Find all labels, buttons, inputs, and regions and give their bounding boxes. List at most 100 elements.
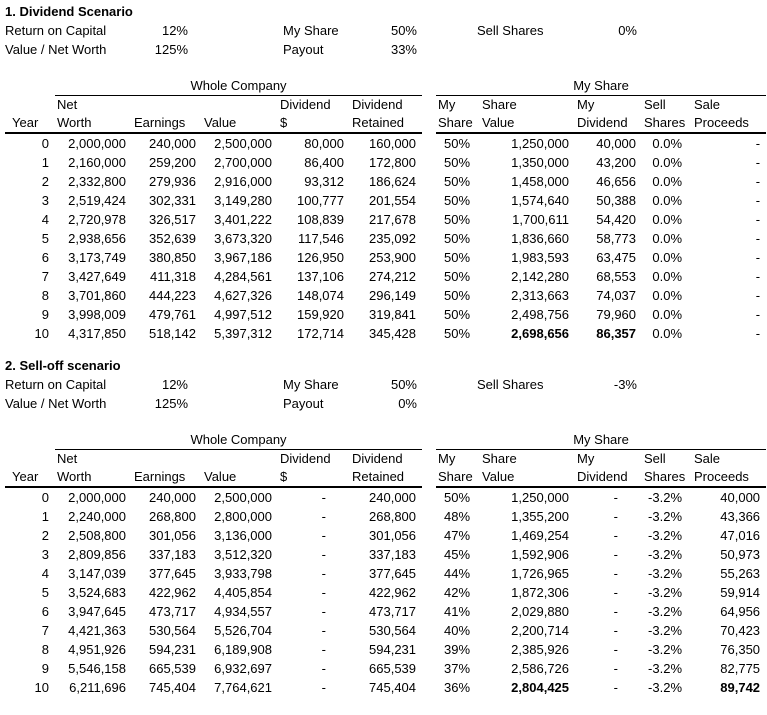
cell-earnings[interactable]: 268,800 xyxy=(149,509,196,524)
cell-sell-shares-pct[interactable]: -3.2% xyxy=(648,490,683,505)
cell-year[interactable]: 3 xyxy=(41,547,49,562)
cell-earnings[interactable]: 352,639 xyxy=(149,231,196,246)
cell-year[interactable]: 2 xyxy=(41,528,49,543)
cell-sell-shares-pct[interactable]: 0.0% xyxy=(652,250,683,265)
cell-my-dividend[interactable]: 50,388 xyxy=(596,193,637,208)
cell-sell-shares-pct[interactable]: 0.0% xyxy=(652,269,683,284)
cell-dividend-usd[interactable]: - xyxy=(321,680,326,695)
cell-earnings[interactable]: 302,331 xyxy=(149,193,196,208)
cell-net-worth[interactable]: 2,519,424 xyxy=(68,193,126,208)
cell-sale-proceeds[interactable]: - xyxy=(755,193,761,208)
cell-share-value[interactable]: 1,836,660 xyxy=(511,231,570,246)
cell-year[interactable]: 10 xyxy=(34,680,49,695)
cell-sell-shares-pct[interactable]: -3.2% xyxy=(648,528,683,543)
cell-earnings[interactable]: 240,000 xyxy=(149,136,196,151)
cell-earnings[interactable]: 665,539 xyxy=(149,661,196,676)
cell-net-worth[interactable]: 2,160,000 xyxy=(68,155,126,170)
cell-value[interactable]: 3,967,186 xyxy=(214,250,272,265)
cell-dividend-usd[interactable]: - xyxy=(321,490,326,505)
cell-share-value[interactable]: 1,469,254 xyxy=(511,528,570,543)
cell-earnings[interactable]: 518,142 xyxy=(149,326,196,341)
cell-sell-shares-pct[interactable]: -3.2% xyxy=(648,566,683,581)
cell-earnings[interactable]: 411,318 xyxy=(149,269,196,284)
cell-sell-shares-pct[interactable]: -3.2% xyxy=(648,642,683,657)
parameter-value-cell[interactable]: 12% xyxy=(161,23,188,38)
cell-dividend-retained[interactable]: 530,564 xyxy=(369,623,417,638)
cell-dividend-usd[interactable]: 100,777 xyxy=(297,193,344,208)
cell-sell-shares-pct[interactable]: -3.2% xyxy=(648,547,683,562)
cell-sell-shares-pct[interactable]: -3.2% xyxy=(648,509,683,524)
cell-year[interactable]: 8 xyxy=(41,642,49,657)
cell-sell-shares-pct[interactable]: -3.2% xyxy=(648,623,683,638)
cell-earnings[interactable]: 745,404 xyxy=(149,680,196,695)
cell-earnings[interactable]: 594,231 xyxy=(149,642,196,657)
cell-year[interactable]: 6 xyxy=(41,250,49,265)
cell-my-share-pct[interactable]: 50% xyxy=(443,250,471,265)
cell-my-dividend[interactable]: - xyxy=(613,509,619,524)
cell-my-dividend[interactable]: - xyxy=(613,623,619,638)
cell-share-value[interactable]: 1,355,200 xyxy=(511,509,570,524)
cell-year[interactable]: 9 xyxy=(41,661,49,676)
cell-net-worth[interactable]: 3,173,749 xyxy=(68,250,126,265)
cell-sell-shares-pct[interactable]: 0.0% xyxy=(652,326,683,341)
cell-my-dividend[interactable]: 40,000 xyxy=(596,136,637,151)
cell-dividend-retained[interactable]: 240,000 xyxy=(369,490,417,505)
cell-dividend-retained[interactable]: 319,841 xyxy=(369,307,417,322)
cell-sale-proceeds[interactable]: - xyxy=(755,136,761,151)
cell-earnings[interactable]: 259,200 xyxy=(149,155,196,170)
cell-sell-shares-pct[interactable]: 0.0% xyxy=(652,155,683,170)
cell-year[interactable]: 1 xyxy=(41,155,49,170)
cell-share-value[interactable]: 2,586,726 xyxy=(511,661,570,676)
cell-dividend-retained[interactable]: 186,624 xyxy=(369,174,417,189)
cell-value[interactable]: 4,934,557 xyxy=(214,604,272,619)
cell-share-value[interactable]: 2,142,280 xyxy=(511,269,570,284)
cell-share-value[interactable]: 1,458,000 xyxy=(511,174,570,189)
cell-my-share-pct[interactable]: 50% xyxy=(443,326,471,341)
cell-dividend-retained[interactable]: 594,231 xyxy=(369,642,417,657)
cell-dividend-retained[interactable]: 473,717 xyxy=(369,604,417,619)
cell-net-worth[interactable]: 2,809,856 xyxy=(68,547,126,562)
cell-dividend-usd[interactable]: - xyxy=(321,642,326,657)
cell-earnings[interactable]: 380,850 xyxy=(149,250,196,265)
cell-share-value[interactable]: 1,726,965 xyxy=(511,566,570,581)
cell-net-worth[interactable]: 3,427,649 xyxy=(68,269,126,284)
cell-net-worth[interactable]: 6,211,696 xyxy=(69,680,126,695)
cell-year[interactable]: 10 xyxy=(34,326,49,341)
cell-value[interactable]: 2,800,000 xyxy=(214,509,272,524)
cell-year[interactable]: 6 xyxy=(41,604,49,619)
cell-net-worth[interactable]: 4,951,926 xyxy=(68,642,126,657)
cell-sale-proceeds[interactable]: 50,973 xyxy=(720,547,761,562)
cell-year[interactable]: 0 xyxy=(41,136,49,151)
cell-dividend-usd[interactable]: - xyxy=(321,661,326,676)
cell-share-value[interactable]: 1,350,000 xyxy=(511,155,570,170)
cell-my-share-pct[interactable]: 50% xyxy=(443,307,471,322)
cell-share-value[interactable]: 2,385,926 xyxy=(511,642,570,657)
cell-my-dividend[interactable]: - xyxy=(613,604,619,619)
cell-share-value[interactable]: 2,029,880 xyxy=(511,604,570,619)
parameter-value-cell[interactable]: 125% xyxy=(154,42,188,57)
cell-dividend-usd[interactable]: - xyxy=(321,604,326,619)
cell-my-dividend[interactable]: - xyxy=(613,661,619,676)
cell-net-worth[interactable]: 3,147,039 xyxy=(68,566,126,581)
cell-dividend-retained[interactable]: 172,800 xyxy=(369,155,417,170)
cell-net-worth[interactable]: 2,240,000 xyxy=(68,509,126,524)
cell-dividend-retained[interactable]: 422,962 xyxy=(369,585,417,600)
cell-net-worth[interactable]: 2,720,978 xyxy=(68,212,126,227)
cell-my-dividend[interactable]: 86,357 xyxy=(596,326,637,341)
cell-share-value[interactable]: 2,804,425 xyxy=(511,680,570,695)
cell-dividend-retained[interactable]: 274,212 xyxy=(369,269,417,284)
cell-value[interactable]: 6,932,697 xyxy=(214,661,272,676)
cell-sale-proceeds[interactable]: - xyxy=(755,174,761,189)
cell-my-dividend[interactable]: - xyxy=(613,585,619,600)
cell-net-worth[interactable]: 4,421,363 xyxy=(68,623,126,638)
cell-earnings[interactable]: 337,183 xyxy=(149,547,196,562)
cell-net-worth[interactable]: 3,701,860 xyxy=(68,288,126,303)
cell-sell-shares-pct[interactable]: -3.2% xyxy=(648,680,683,695)
cell-value[interactable]: 3,673,320 xyxy=(214,231,272,246)
cell-value[interactable]: 2,916,000 xyxy=(214,174,272,189)
cell-year[interactable]: 3 xyxy=(41,193,49,208)
cell-dividend-usd[interactable]: - xyxy=(321,566,326,581)
cell-dividend-retained[interactable]: 160,000 xyxy=(369,136,417,151)
cell-dividend-usd[interactable]: 137,106 xyxy=(297,269,344,284)
parameter-value-cell[interactable]: 0% xyxy=(618,23,637,38)
